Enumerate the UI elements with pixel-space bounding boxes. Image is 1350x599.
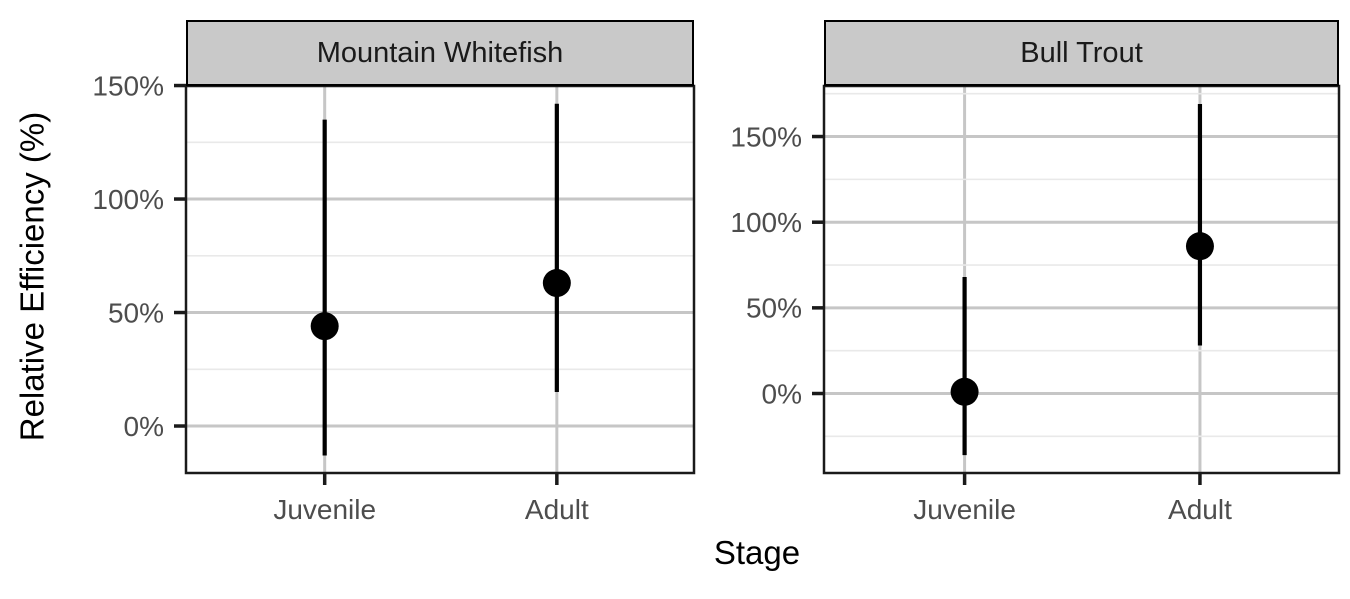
point-estimate-juvenile xyxy=(310,312,339,341)
panel-border xyxy=(184,84,696,475)
facet-strip-bull-trout: Bull Trout xyxy=(824,20,1339,86)
facet-strip-label: Mountain Whitefish xyxy=(316,36,564,69)
point-estimate-adult xyxy=(542,269,571,298)
point-estimate-adult xyxy=(1185,232,1214,261)
panel-border xyxy=(822,84,1341,475)
y-tick-label: 0% xyxy=(124,411,164,442)
y-tick-label: 50% xyxy=(746,293,802,324)
point-estimate-juvenile xyxy=(950,377,979,406)
y-tick-label: 150% xyxy=(92,70,164,101)
x-axis-title: Stage xyxy=(713,534,801,571)
y-tick-label: 100% xyxy=(92,184,164,215)
x-tick-label: Adult xyxy=(525,494,589,525)
y-tick-label: 100% xyxy=(730,207,802,238)
y-tick-label: 150% xyxy=(730,121,802,152)
y-tick-label: 50% xyxy=(108,297,164,328)
y-tick-label: 0% xyxy=(762,378,802,409)
x-tick-label: Juvenile xyxy=(913,494,1016,525)
facet-strip-mountain-whitefish: Mountain Whitefish xyxy=(186,20,694,86)
x-tick-label: Juvenile xyxy=(273,494,376,525)
y-axis-title: Relative Efficiency (%) xyxy=(13,111,51,442)
panel-background xyxy=(824,86,1339,473)
x-tick-label: Adult xyxy=(1168,494,1232,525)
facet-strip-label: Bull Trout xyxy=(1020,36,1143,69)
panel-background xyxy=(186,86,694,473)
